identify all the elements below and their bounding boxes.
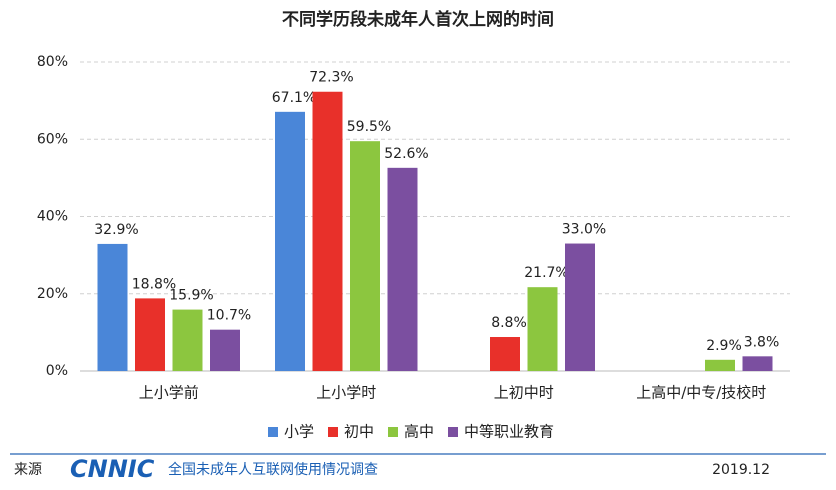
value-label: 15.9%: [169, 288, 213, 304]
bar: [490, 337, 520, 371]
value-label: 2.9%: [706, 338, 742, 354]
legend-swatch: [268, 427, 278, 437]
value-label: 18.8%: [132, 276, 176, 292]
bar: [350, 141, 380, 371]
bar: [97, 243, 128, 371]
legend-label: 中等职业教育: [464, 423, 554, 441]
value-label: 59.5%: [347, 119, 391, 135]
bar: [210, 329, 240, 371]
bar: [172, 309, 203, 371]
bar: [312, 91, 343, 372]
x-tick-label: 上小学时: [316, 384, 376, 402]
footer-source: 来源: [14, 462, 42, 478]
footer-logo: CNNIC: [70, 455, 155, 483]
bar: [527, 287, 558, 371]
x-tick-label: 上高中/中专/技校时: [636, 384, 766, 402]
value-label: 67.1%: [272, 90, 316, 106]
legend-label: 初中: [344, 423, 374, 441]
legend-label: 小学: [284, 423, 314, 441]
x-tick-label: 上初中时: [494, 384, 554, 402]
y-tick-label: 20%: [37, 286, 68, 302]
legend-swatch: [328, 427, 338, 437]
bar: [135, 298, 165, 371]
chart-title: 不同学历段未成年人首次上网的时间: [282, 9, 554, 30]
value-label: 32.9%: [94, 222, 138, 238]
value-label: 8.8%: [491, 315, 527, 331]
y-tick-label: 80%: [37, 54, 68, 70]
x-tick-label: 上小学前: [139, 384, 199, 402]
legend-label: 高中: [404, 423, 434, 441]
value-label: 21.7%: [524, 265, 568, 281]
bar: [742, 356, 773, 371]
bar: [565, 243, 595, 371]
value-label: 33.0%: [562, 222, 606, 238]
bar: [275, 111, 305, 372]
bar: [387, 167, 418, 371]
footer-survey: 全国未成年人互联网使用情况调查: [168, 461, 378, 478]
value-label: 3.8%: [744, 334, 780, 350]
footer-date: 2019.12: [712, 462, 770, 478]
y-tick-label: 60%: [37, 131, 68, 147]
legend-swatch: [448, 427, 458, 437]
value-label: 72.3%: [309, 70, 353, 86]
value-label: 10.7%: [207, 308, 251, 324]
legend-swatch: [388, 427, 398, 437]
value-label: 52.6%: [384, 146, 428, 162]
y-tick-label: 40%: [37, 209, 68, 225]
bar: [705, 359, 735, 371]
y-tick-label: 0%: [46, 363, 68, 379]
